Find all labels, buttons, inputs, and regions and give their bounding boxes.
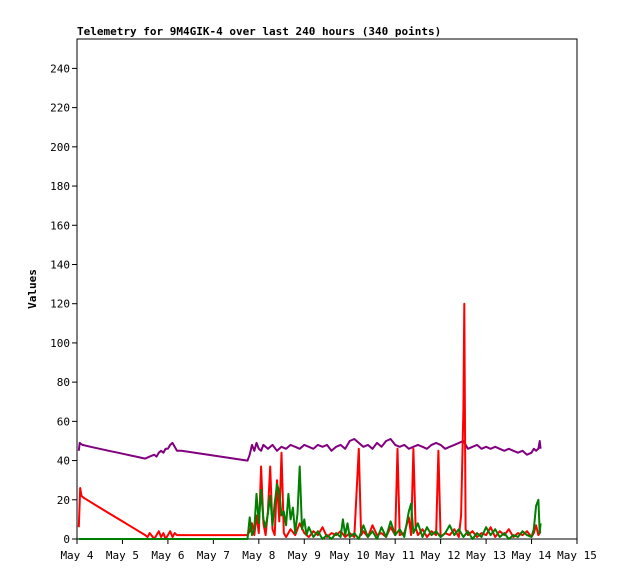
x-tick-label: May 14	[512, 549, 552, 562]
y-tick-label: 140	[50, 258, 70, 271]
x-tick-label: May 8	[242, 549, 275, 562]
y-tick-label: 0	[63, 533, 70, 546]
y-tick-label: 120	[50, 298, 70, 311]
series-line-1	[77, 438, 542, 462]
y-tick-label: 180	[50, 180, 70, 193]
y-axis-label: Values	[26, 269, 39, 309]
x-tick-label: May 13	[466, 549, 506, 562]
y-tick-label: 220	[50, 102, 70, 115]
series-layer	[77, 302, 542, 540]
x-tick-label: May 12	[421, 549, 461, 562]
x-tick-label: May 9	[288, 549, 321, 562]
y-tick-label: 200	[50, 141, 70, 154]
y-tick-label: 100	[50, 337, 70, 350]
x-tick-label: May 6	[151, 549, 184, 562]
y-tick-label: 240	[50, 62, 70, 75]
x-tick-label: May 5	[106, 549, 139, 562]
series-line-3	[78, 465, 542, 540]
x-tick-label: May 11	[375, 549, 415, 562]
y-tick-label: 20	[57, 494, 70, 507]
y-tick-label: 160	[50, 219, 70, 232]
x-tick-label: May 7	[197, 549, 230, 562]
y-tick-label: 60	[57, 415, 70, 428]
series-line-2	[77, 302, 542, 540]
y-tick-label: 80	[57, 376, 70, 389]
x-tick-label: May 15	[557, 549, 597, 562]
plot-frame	[76, 38, 578, 540]
y-tick-label: 40	[57, 455, 70, 468]
chart-title: Telemetry for 9M4GIK-4 over last 240 hou…	[77, 25, 441, 38]
x-tick-label: May 4	[60, 549, 93, 562]
x-tick-label: May 10	[330, 549, 370, 562]
x-axis: May 4 May 5 May 6 May 7 May 8 May 9 May 10 May …	[60, 539, 597, 562]
y-axis: 0 20 40 60 80 100 120 140 160 180 200 220 240	[50, 62, 77, 546]
